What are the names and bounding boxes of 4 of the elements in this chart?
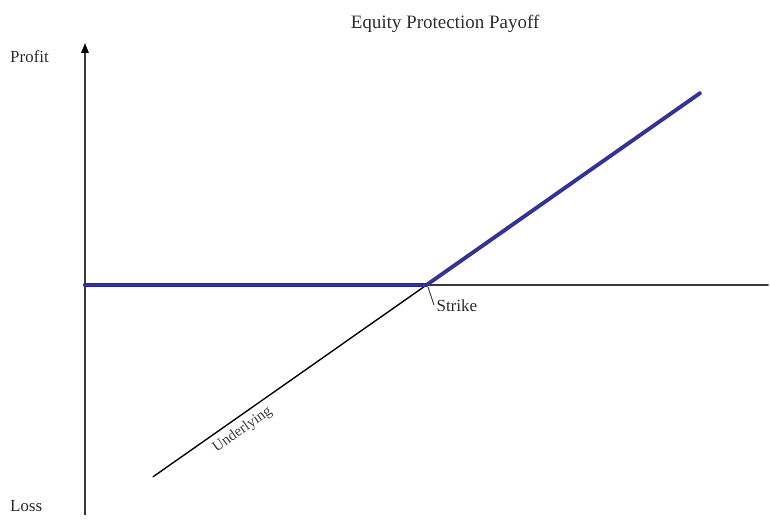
chart-title: Equity Protection Payoff	[350, 12, 540, 33]
text: Profit	[10, 47, 49, 66]
annotation: Strike	[436, 296, 478, 315]
text: Loss	[10, 496, 42, 515]
